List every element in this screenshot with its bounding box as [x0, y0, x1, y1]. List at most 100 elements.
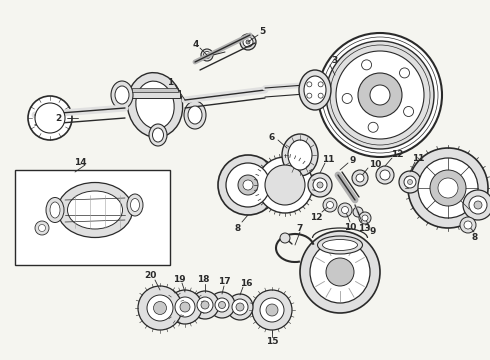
Circle shape: [474, 201, 482, 209]
Circle shape: [227, 294, 253, 320]
Circle shape: [180, 302, 190, 312]
Circle shape: [438, 178, 458, 198]
Circle shape: [226, 163, 270, 207]
Circle shape: [308, 173, 332, 197]
Circle shape: [317, 182, 323, 188]
Circle shape: [243, 180, 253, 190]
Circle shape: [430, 170, 466, 206]
Text: 14: 14: [74, 158, 86, 166]
Text: 19: 19: [172, 275, 185, 284]
Circle shape: [460, 217, 476, 233]
Circle shape: [368, 122, 378, 132]
Circle shape: [404, 176, 416, 188]
Circle shape: [218, 155, 278, 215]
Text: 6: 6: [269, 132, 275, 141]
Circle shape: [191, 291, 219, 319]
Circle shape: [203, 51, 211, 59]
Circle shape: [356, 174, 364, 182]
Ellipse shape: [127, 73, 183, 138]
Ellipse shape: [115, 86, 129, 104]
Text: 4: 4: [193, 40, 199, 49]
Circle shape: [28, 96, 72, 140]
Ellipse shape: [322, 239, 358, 251]
Circle shape: [342, 207, 348, 213]
Circle shape: [280, 233, 290, 243]
Circle shape: [463, 190, 490, 220]
Circle shape: [353, 207, 363, 217]
Text: 2: 2: [55, 113, 61, 122]
Text: 11: 11: [412, 153, 424, 162]
Ellipse shape: [46, 198, 64, 222]
Circle shape: [260, 298, 284, 322]
Ellipse shape: [127, 194, 143, 216]
Text: 12: 12: [310, 212, 322, 221]
Circle shape: [376, 166, 394, 184]
Circle shape: [469, 196, 487, 214]
Ellipse shape: [111, 81, 133, 109]
Circle shape: [307, 82, 312, 87]
Circle shape: [318, 82, 323, 87]
Text: 5: 5: [259, 27, 265, 36]
Ellipse shape: [57, 183, 132, 238]
Text: 13: 13: [358, 224, 370, 233]
Circle shape: [240, 34, 256, 50]
Circle shape: [362, 215, 368, 221]
Text: 18: 18: [197, 275, 209, 284]
Ellipse shape: [304, 76, 326, 104]
Circle shape: [464, 221, 472, 229]
Circle shape: [35, 103, 65, 133]
Circle shape: [380, 170, 390, 180]
Circle shape: [238, 175, 258, 195]
Ellipse shape: [282, 134, 318, 176]
Circle shape: [201, 49, 213, 61]
Ellipse shape: [310, 241, 370, 303]
Circle shape: [318, 93, 323, 98]
Circle shape: [39, 225, 46, 231]
Circle shape: [215, 298, 229, 312]
Text: 12: 12: [391, 149, 403, 158]
Text: 16: 16: [240, 279, 252, 288]
Circle shape: [197, 297, 213, 313]
Circle shape: [209, 292, 235, 318]
Circle shape: [265, 165, 305, 205]
Circle shape: [399, 68, 410, 78]
Circle shape: [326, 41, 434, 149]
Ellipse shape: [188, 106, 202, 124]
Circle shape: [246, 40, 250, 44]
Bar: [15, 170, 170, 265]
Circle shape: [153, 302, 167, 315]
Ellipse shape: [288, 140, 312, 170]
Circle shape: [408, 148, 488, 228]
Circle shape: [307, 93, 312, 98]
Circle shape: [219, 302, 225, 309]
Circle shape: [359, 212, 371, 224]
Circle shape: [404, 107, 414, 117]
Text: 10: 10: [369, 159, 381, 168]
Circle shape: [257, 157, 313, 213]
Circle shape: [266, 304, 278, 316]
Ellipse shape: [300, 231, 380, 313]
Ellipse shape: [130, 198, 140, 212]
Circle shape: [323, 198, 337, 212]
Text: 7: 7: [297, 224, 303, 233]
Circle shape: [243, 37, 253, 47]
Ellipse shape: [152, 128, 164, 142]
Text: 15: 15: [266, 338, 278, 346]
Ellipse shape: [299, 70, 331, 110]
Text: 9: 9: [370, 228, 376, 237]
Circle shape: [236, 303, 244, 311]
Circle shape: [147, 295, 173, 321]
Text: 11: 11: [322, 154, 334, 163]
Circle shape: [138, 286, 182, 330]
Bar: [130, 90, 180, 98]
Circle shape: [326, 202, 334, 208]
Circle shape: [35, 221, 49, 235]
Circle shape: [168, 290, 202, 324]
Circle shape: [232, 299, 248, 315]
Text: 10: 10: [344, 222, 356, 231]
Text: 17: 17: [218, 278, 230, 287]
Text: 9: 9: [350, 156, 356, 165]
Ellipse shape: [149, 124, 167, 146]
Circle shape: [370, 85, 390, 105]
Circle shape: [399, 171, 421, 193]
